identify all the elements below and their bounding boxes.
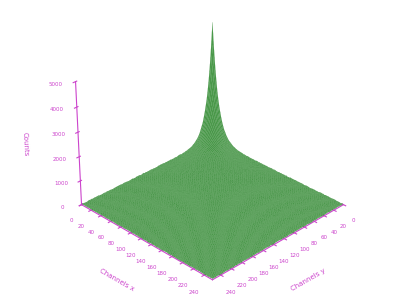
Y-axis label: Channels x: Channels x (99, 268, 135, 292)
X-axis label: Channels y: Channels y (290, 268, 326, 292)
